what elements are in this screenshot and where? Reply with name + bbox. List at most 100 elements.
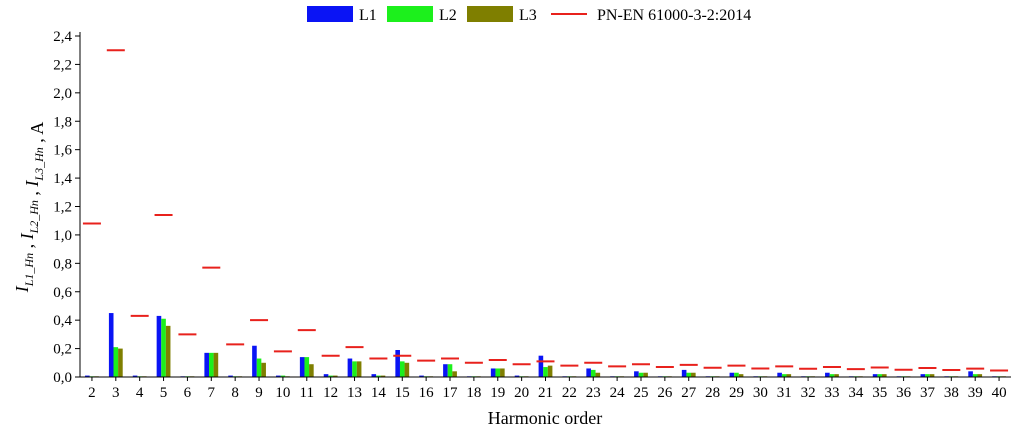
x-tick-label: 21 bbox=[538, 385, 553, 401]
y-tick-label: 1,2 bbox=[53, 200, 72, 216]
x-tick-label: 33 bbox=[824, 385, 839, 401]
bar-l2 bbox=[447, 364, 453, 377]
bar-l1 bbox=[276, 375, 281, 377]
x-tick-label: 16 bbox=[419, 385, 435, 401]
y-axis-label: IL1_Hn , IL2_Hn , IL3_Hn , A bbox=[12, 122, 47, 294]
x-tick-label: 37 bbox=[920, 385, 936, 401]
x-tick-label: 13 bbox=[347, 385, 362, 401]
bar-l2 bbox=[734, 372, 739, 377]
bar-l2 bbox=[376, 375, 381, 377]
legend: L1 L2 L3 PN-EN 61000-3-2:2014 bbox=[307, 6, 751, 24]
x-tick-label: 28 bbox=[705, 385, 720, 401]
x-tick-label: 7 bbox=[208, 385, 216, 401]
y-tick-label: 2,2 bbox=[53, 57, 72, 73]
bar-l3 bbox=[356, 361, 362, 377]
bar-l2 bbox=[280, 375, 286, 377]
x-tick-label: 29 bbox=[729, 385, 744, 401]
bar-l1 bbox=[132, 375, 138, 377]
bar-l2 bbox=[829, 374, 835, 377]
x-tick-label: 39 bbox=[968, 385, 983, 401]
bars bbox=[85, 313, 1006, 377]
bar-l1 bbox=[299, 357, 305, 377]
x-tick-label: 24 bbox=[610, 385, 626, 401]
x-tick-label: 9 bbox=[255, 385, 263, 401]
y-tick-label: 1,6 bbox=[53, 143, 72, 159]
x-tick-label: 20 bbox=[514, 385, 529, 401]
x-tick-label: 15 bbox=[395, 385, 410, 401]
bar-l2 bbox=[877, 374, 883, 377]
x-tick-label: 2 bbox=[88, 385, 96, 401]
bar-l2 bbox=[686, 372, 692, 377]
bar-l2 bbox=[208, 352, 214, 377]
x-tick-label: 22 bbox=[562, 385, 577, 401]
x-tick-label: 11 bbox=[300, 385, 314, 401]
y-axis-label-part: I bbox=[12, 285, 32, 293]
x-tick-label: 31 bbox=[777, 385, 792, 401]
bar-l3 bbox=[261, 362, 266, 377]
bar-l3 bbox=[643, 372, 648, 377]
y-tick-label: 2,0 bbox=[53, 86, 72, 102]
y-tick-label: 1,4 bbox=[53, 171, 72, 187]
legend-swatch-l1 bbox=[307, 6, 353, 22]
legend-label-limit: PN-EN 61000-3-2:2014 bbox=[597, 7, 751, 24]
y-axis-label-part: , bbox=[22, 187, 42, 201]
x-tick-label: 40 bbox=[992, 385, 1007, 401]
y-tick-label: 0,2 bbox=[53, 342, 72, 358]
bar-l1 bbox=[252, 345, 257, 377]
y-tick-label: 2,4 bbox=[53, 29, 72, 45]
bar-l1 bbox=[968, 371, 973, 377]
bar-l2 bbox=[328, 375, 333, 377]
legend-label-l1: L1 bbox=[359, 7, 377, 24]
y-tick-label: 1,8 bbox=[53, 114, 72, 130]
axes bbox=[75, 32, 1011, 381]
y-tick-label: 0,8 bbox=[53, 256, 72, 272]
bar-l1 bbox=[777, 372, 782, 377]
y-axis-label-part: L3_Hn bbox=[32, 147, 46, 181]
y-tick-label: 0,4 bbox=[53, 313, 72, 329]
x-tick-label: 6 bbox=[184, 385, 192, 401]
bar-l2 bbox=[352, 361, 357, 377]
x-tick-label: 5 bbox=[160, 385, 168, 401]
bar-l2 bbox=[256, 358, 262, 377]
bar-l2 bbox=[113, 347, 119, 377]
x-tick-label: 26 bbox=[657, 385, 673, 401]
bar-l1 bbox=[825, 372, 830, 377]
bar-l2 bbox=[972, 374, 978, 377]
x-tick-label: 23 bbox=[586, 385, 601, 401]
y-tick-label: 0,0 bbox=[53, 370, 72, 386]
bar-l1 bbox=[419, 375, 424, 377]
x-tick-label: 36 bbox=[896, 385, 912, 401]
bar-l3 bbox=[738, 374, 744, 377]
bar-l1 bbox=[371, 374, 377, 377]
x-tick-label: 17 bbox=[443, 385, 459, 401]
bar-l3 bbox=[595, 372, 601, 377]
bar-l2 bbox=[304, 357, 310, 377]
bar-l3 bbox=[691, 372, 696, 377]
bar-l3 bbox=[929, 374, 935, 377]
y-axis-label-part: I bbox=[17, 232, 37, 240]
bar-l3 bbox=[786, 374, 792, 377]
y-axis-label-part: , bbox=[17, 239, 37, 253]
bar-l1 bbox=[920, 374, 926, 377]
x-tick-label: 25 bbox=[633, 385, 648, 401]
bar-l2 bbox=[495, 368, 501, 377]
bar-l1 bbox=[156, 315, 162, 377]
bar-l2 bbox=[925, 374, 930, 377]
legend-label-l2: L2 bbox=[439, 7, 457, 24]
bar-l1 bbox=[108, 313, 114, 377]
bar-l1 bbox=[443, 364, 448, 377]
legend-label-l3: L3 bbox=[519, 7, 537, 24]
y-tick-label: 1,0 bbox=[53, 228, 72, 244]
bar-l3 bbox=[309, 364, 314, 377]
bar-l1 bbox=[347, 358, 353, 377]
x-tick-label: 19 bbox=[490, 385, 505, 401]
bar-l1 bbox=[85, 375, 90, 377]
bar-l3 bbox=[500, 368, 505, 377]
bar-l1 bbox=[729, 372, 735, 377]
bar-l1 bbox=[872, 374, 878, 377]
bar-l3 bbox=[404, 362, 410, 377]
bar-l1 bbox=[586, 368, 591, 377]
bar-l3 bbox=[452, 371, 457, 377]
x-tick-label: 27 bbox=[681, 385, 697, 401]
x-tick-label: 10 bbox=[275, 385, 290, 401]
